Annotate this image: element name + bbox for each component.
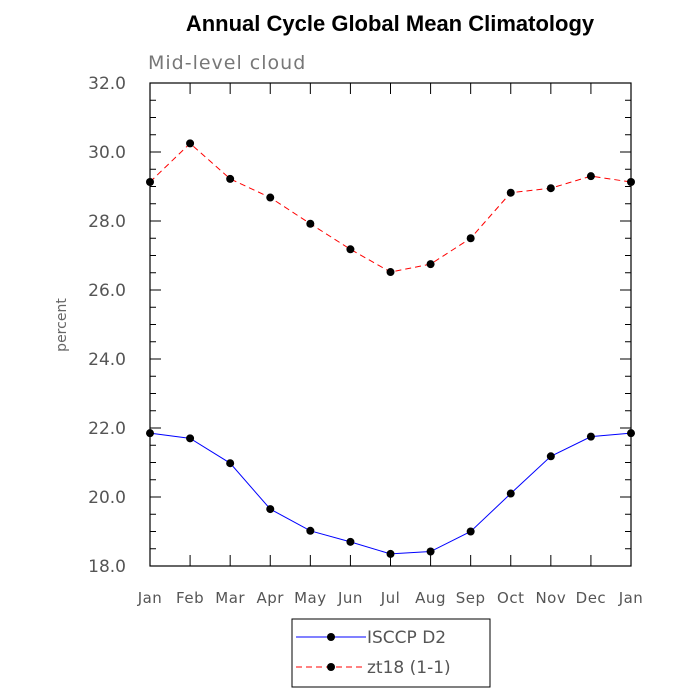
data-point xyxy=(146,429,154,438)
data-point xyxy=(466,234,475,243)
data-point xyxy=(186,139,195,148)
y-tick-label: 28.0 xyxy=(88,212,126,232)
series-line xyxy=(149,142,632,273)
y-axis-label: percent xyxy=(54,298,70,352)
x-tick-label: Sep xyxy=(456,589,486,607)
y-tick-label: 30.0 xyxy=(88,143,126,163)
y-tick-label: 22.0 xyxy=(88,419,126,439)
y-tick-label: 26.0 xyxy=(88,281,126,301)
y-tick-label: 24.0 xyxy=(88,350,126,370)
x-tick-label: Jan xyxy=(137,589,163,607)
legend-box xyxy=(291,618,491,688)
x-tick-label: Jan xyxy=(618,589,644,607)
x-tick-label: Jul xyxy=(380,589,401,607)
x-tick-label: Dec xyxy=(576,589,607,607)
data-point xyxy=(586,172,595,181)
y-tick-label: 20.0 xyxy=(88,488,126,508)
chart-title: Annual Cycle Global Mean Climatology xyxy=(186,11,595,36)
data-point xyxy=(146,178,154,187)
series-line xyxy=(149,432,632,555)
x-tick-label: Feb xyxy=(176,589,204,607)
data-point xyxy=(506,489,515,498)
data-point xyxy=(306,219,315,228)
x-tick-label: Jun xyxy=(337,589,363,607)
data-point xyxy=(266,505,275,514)
data-point xyxy=(346,537,355,546)
data-point xyxy=(586,432,595,441)
series-group xyxy=(146,139,635,558)
x-tick-label: Aug xyxy=(415,589,446,607)
data-point xyxy=(627,429,635,438)
data-point xyxy=(506,188,515,197)
x-tick-label: May xyxy=(294,589,327,607)
legend-label: ISCCP D2 xyxy=(367,628,446,648)
y-tick-label: 18.0 xyxy=(88,557,126,577)
x-tick-label: Mar xyxy=(215,589,245,607)
data-point xyxy=(226,174,235,183)
data-point xyxy=(546,184,555,193)
y-tick-labels: 18.0 20.0 22.0 24.0 26.0 28.0 30.0 32.0 xyxy=(88,74,126,577)
data-point xyxy=(426,547,435,556)
axis-ticks xyxy=(149,82,632,567)
data-point xyxy=(306,526,315,535)
x-tick-label: Oct xyxy=(497,589,524,607)
y-tick-label: 32.0 xyxy=(88,74,126,94)
data-point xyxy=(546,452,555,461)
data-point xyxy=(386,268,395,277)
x-tick-label: Nov xyxy=(535,589,566,607)
data-point xyxy=(627,178,635,187)
data-point xyxy=(346,245,355,254)
chart-subtitle: Mid-level cloud xyxy=(148,52,306,74)
data-point xyxy=(426,260,435,269)
x-tick-label: Apr xyxy=(257,589,285,607)
data-point xyxy=(266,193,275,202)
x-tick-labels: Jan Feb Mar Apr May Jun Jul Aug Sep Oct Nov Dec Jan xyxy=(137,589,644,607)
legend-marker xyxy=(327,663,335,671)
legend-marker xyxy=(327,633,335,641)
legend: ISCCP D2 zt18 (1-1) xyxy=(291,618,491,688)
data-point xyxy=(466,527,475,536)
plot-frame xyxy=(149,82,632,567)
legend-label: zt18 (1-1) xyxy=(367,658,451,678)
data-point xyxy=(186,434,195,443)
data-point xyxy=(226,459,235,468)
data-point xyxy=(386,549,395,558)
